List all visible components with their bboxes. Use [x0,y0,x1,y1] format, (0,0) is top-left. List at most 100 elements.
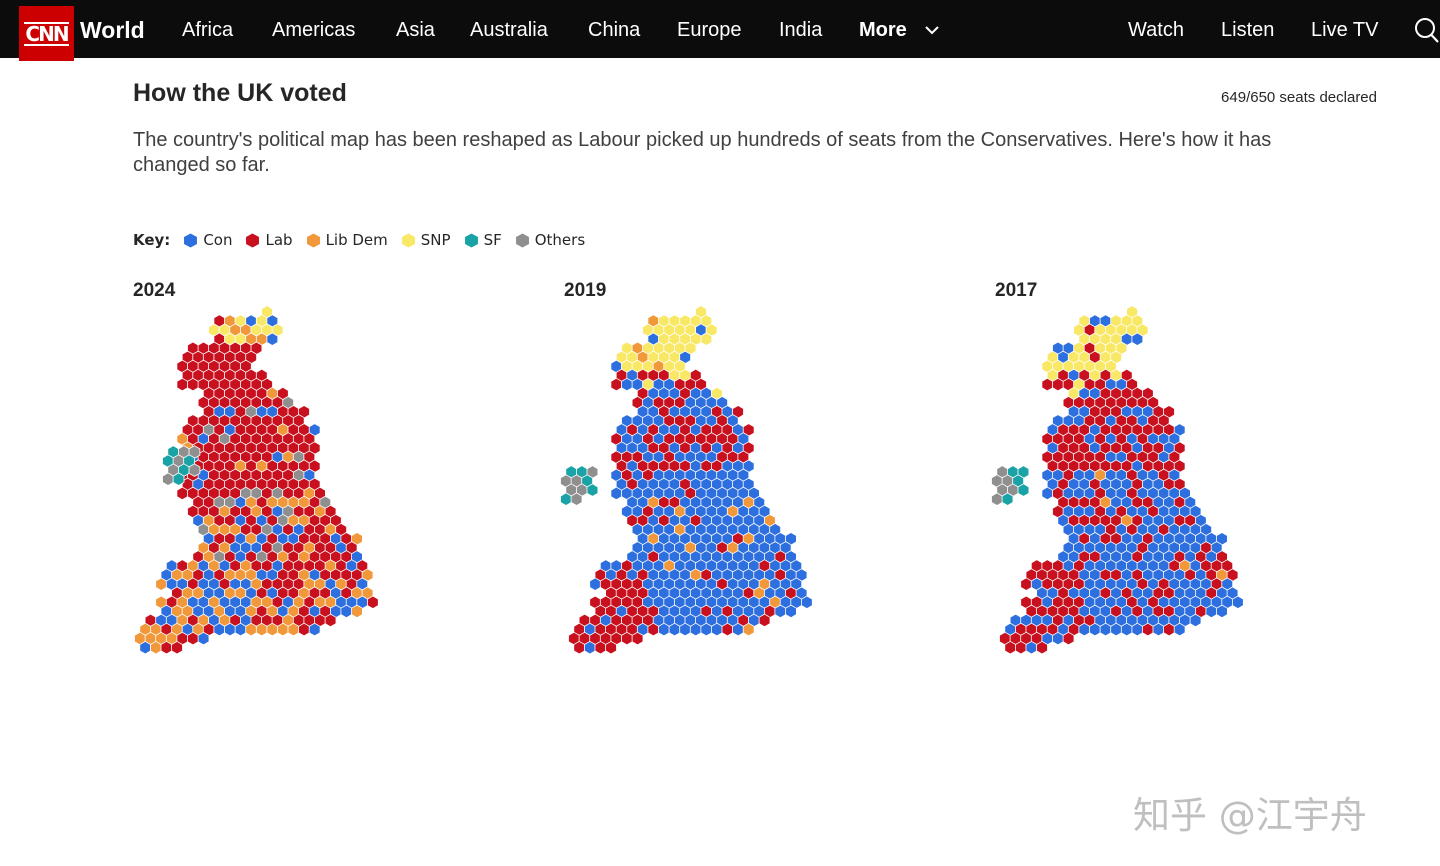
constituency-hex[interactable] [605,640,617,655]
nav-item-more[interactable]: More [859,19,907,41]
nav-item-australia[interactable]: Australia [470,19,548,41]
constituency-hex[interactable] [187,377,199,392]
constituency-hex[interactable] [340,604,353,619]
nav-item-live-tv[interactable]: Live TV [1311,19,1379,41]
constituency-hex[interactable] [621,377,633,392]
constituency-hex[interactable] [742,622,755,637]
constituency-hex[interactable] [758,613,771,628]
constituency-hex[interactable] [1015,640,1027,655]
constituency-hex[interactable] [610,486,623,501]
section-name[interactable]: World [80,17,145,43]
constituency-hex[interactable] [324,613,337,628]
constituency-hex[interactable] [176,377,189,392]
constituency-hex[interactable] [1025,640,1038,655]
constituency-hex[interactable] [785,604,797,619]
constituency-hex[interactable] [197,631,210,646]
constituency-hex[interactable] [647,622,660,637]
constituency-hex[interactable] [573,640,586,655]
constituency-hex[interactable] [1216,604,1228,619]
constituency-hex[interactable] [621,631,633,646]
constituency-hex[interactable] [308,622,321,637]
constituency-hex[interactable] [287,622,300,637]
constituency-hex[interactable] [351,604,363,619]
constituency-hex[interactable] [1004,640,1017,655]
constituency-hex[interactable] [991,492,1003,506]
constituency-hex[interactable] [234,622,247,637]
constituency-hex[interactable] [668,622,681,637]
constituency-hex[interactable] [1173,622,1186,637]
constituency-hex[interactable] [1089,622,1101,637]
constituency-hex[interactable] [711,622,723,637]
constituency-hex[interactable] [1062,631,1075,646]
nav-item-india[interactable]: India [779,19,823,41]
constituency-hex[interactable] [149,640,162,655]
constituency-hex[interactable] [245,622,258,637]
constituency-hex[interactable] [689,622,702,637]
constituency-hex[interactable] [589,577,601,591]
constituency-hex[interactable] [1020,577,1032,591]
constituency-hex[interactable] [266,332,279,346]
chevron-down-icon[interactable] [925,23,939,37]
constituency-hex[interactable] [176,486,189,501]
constituency-hex[interactable] [679,622,691,637]
constituency-hex[interactable] [187,631,199,646]
search-icon[interactable] [1414,17,1440,45]
constituency-hex[interactable] [1017,483,1030,497]
constituency-hex[interactable] [1232,595,1244,610]
constituency-hex[interactable] [1205,604,1218,619]
constituency-hex[interactable] [586,483,599,497]
constituency-hex[interactable] [1131,332,1144,346]
constituency-hex[interactable] [584,640,596,655]
nav-item-americas[interactable]: Americas [272,19,356,41]
constituency-hex[interactable] [224,622,236,637]
constituency-hex[interactable] [1041,377,1054,392]
constituency-hex[interactable] [171,640,183,655]
constituency-hex[interactable] [801,595,813,610]
cnn-logo[interactable]: CNN [19,6,74,61]
constituency-hex[interactable] [560,492,572,506]
nav-item-europe[interactable]: Europe [677,19,742,41]
constituency-hex[interactable] [1041,486,1054,501]
constituency-hex[interactable] [139,640,152,655]
constituency-hex[interactable] [255,622,268,637]
constituency-hex[interactable] [1163,622,1175,637]
constituency-hex[interactable] [721,622,734,637]
nav-item-asia[interactable]: Asia [396,19,435,41]
constituency-hex[interactable] [631,631,644,646]
nav-item-watch[interactable]: Watch [1128,19,1184,41]
constituency-hex[interactable] [594,640,607,655]
constituency-hex[interactable] [162,472,174,486]
constituency-hex[interactable] [366,595,379,610]
constituency-hex[interactable] [160,640,173,655]
constituency-hex[interactable] [1189,613,1202,628]
constituency-hex[interactable] [155,577,168,591]
nav-item-listen[interactable]: Listen [1221,19,1275,41]
constituency-hex[interactable] [1052,631,1064,646]
constituency-hex[interactable] [1099,622,1112,637]
constituency-hex[interactable] [1152,622,1165,637]
constituency-hex[interactable] [1052,377,1064,392]
constituency-hex[interactable] [188,463,201,477]
constituency-hex[interactable] [1131,622,1144,637]
constituency-hex[interactable] [700,622,713,637]
nav-item-africa[interactable]: Africa [182,19,234,41]
constituency-hex[interactable] [1001,492,1014,506]
constituency-hex[interactable] [610,377,623,392]
constituency-hex[interactable] [1142,622,1154,637]
constituency-hex[interactable] [1036,640,1048,655]
constituency-hex[interactable] [1078,622,1091,637]
constituency-hex[interactable] [774,604,787,619]
constituency-hex[interactable] [700,332,713,346]
constituency-hex[interactable] [298,622,310,637]
constituency-hex[interactable] [276,622,289,637]
constituency-hex[interactable] [1110,622,1122,637]
constituency-hex[interactable] [570,492,583,506]
constituency-hex[interactable] [266,622,279,637]
constituency-hex[interactable] [213,622,226,637]
constituency-hex[interactable] [732,622,744,637]
constituency-hex[interactable] [172,472,185,486]
nav-item-china[interactable]: China [588,19,641,41]
constituency-hex[interactable] [658,622,670,637]
constituency-hex[interactable] [1120,622,1133,637]
map-year-2017: 2017 [995,280,1038,301]
